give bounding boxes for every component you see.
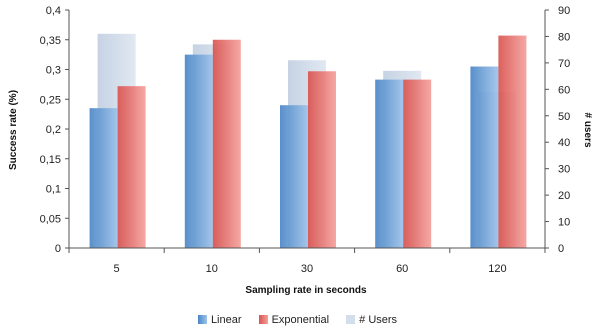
y-tick-label: 0,1 [46, 184, 61, 196]
y2-tick-label: 70 [558, 58, 570, 70]
y-tick-label: 0,05 [40, 213, 61, 225]
bar-exponential-30 [308, 71, 336, 248]
x-tick-label: 5 [114, 263, 120, 275]
y2-tick-label: 0 [558, 243, 564, 255]
y-tick-label: 0,35 [40, 35, 61, 47]
bar-linear-5 [89, 108, 118, 248]
x-axis-title: Sampling rate in seconds [245, 285, 367, 296]
bar-exponential-10 [212, 39, 241, 248]
x-tick-label: 120 [488, 263, 506, 275]
legend-item-users: # Users [346, 314, 397, 326]
y2-tick-label: 80 [558, 31, 570, 43]
legend-swatch-exponential [258, 315, 268, 325]
y-tick-label: 0,2 [46, 124, 61, 136]
y2-tick-label: 10 [558, 217, 570, 229]
bar-linear-10 [184, 54, 213, 248]
y-axis-title: Success rate (%) [8, 90, 19, 170]
bar-linear-60 [375, 79, 404, 249]
legend-item-exponential: Exponential [258, 314, 330, 327]
bar-exponential-120 [498, 35, 527, 249]
bar-linear-120 [470, 66, 499, 249]
y2-tick-label: 90 [558, 5, 570, 17]
y2-tick-label: 20 [558, 190, 570, 202]
bar-exponential-5 [117, 86, 146, 248]
y-tick-label: 0 [55, 243, 61, 255]
legend-label-exponential: Exponential [271, 314, 330, 327]
legend-swatch-users [346, 315, 356, 325]
y2-axis-title: # users [582, 112, 593, 147]
x-tick-label: 10 [206, 263, 218, 275]
y2-tick-label: 60 [558, 84, 570, 96]
legend-item-linear: Linear [197, 314, 242, 327]
y2-tick-label: 30 [558, 164, 570, 176]
rate-bars [89, 35, 527, 249]
y-tick-label: 0,25 [40, 94, 61, 106]
bar-exponential-60 [403, 79, 432, 249]
bar-linear-30 [280, 105, 308, 248]
x-tick-label: 60 [396, 263, 408, 275]
right-axis-ticks: 0 10 20 30 40 50 60 70 80 90 [545, 5, 570, 255]
x-axis-ticks: 5 10 30 60 120 [68, 248, 546, 275]
y-tick-label: 0,15 [40, 154, 61, 166]
legend-swatch-linear [197, 315, 207, 325]
legend-label-users: # Users [359, 314, 398, 327]
y2-tick-label: 40 [558, 137, 570, 149]
y-tick-label: 0,3 [46, 65, 61, 77]
y-tick-label: 0,4 [46, 5, 61, 17]
y2-tick-label: 50 [558, 111, 570, 123]
x-tick-label: 30 [301, 263, 313, 275]
legend-label-linear: Linear [210, 314, 242, 327]
legend: Linear Exponential # Users [0, 314, 595, 326]
left-axis-ticks: 0 0,05 0,1 0,15 0,2 0,25 0,3 0,35 0,4 [40, 5, 69, 255]
